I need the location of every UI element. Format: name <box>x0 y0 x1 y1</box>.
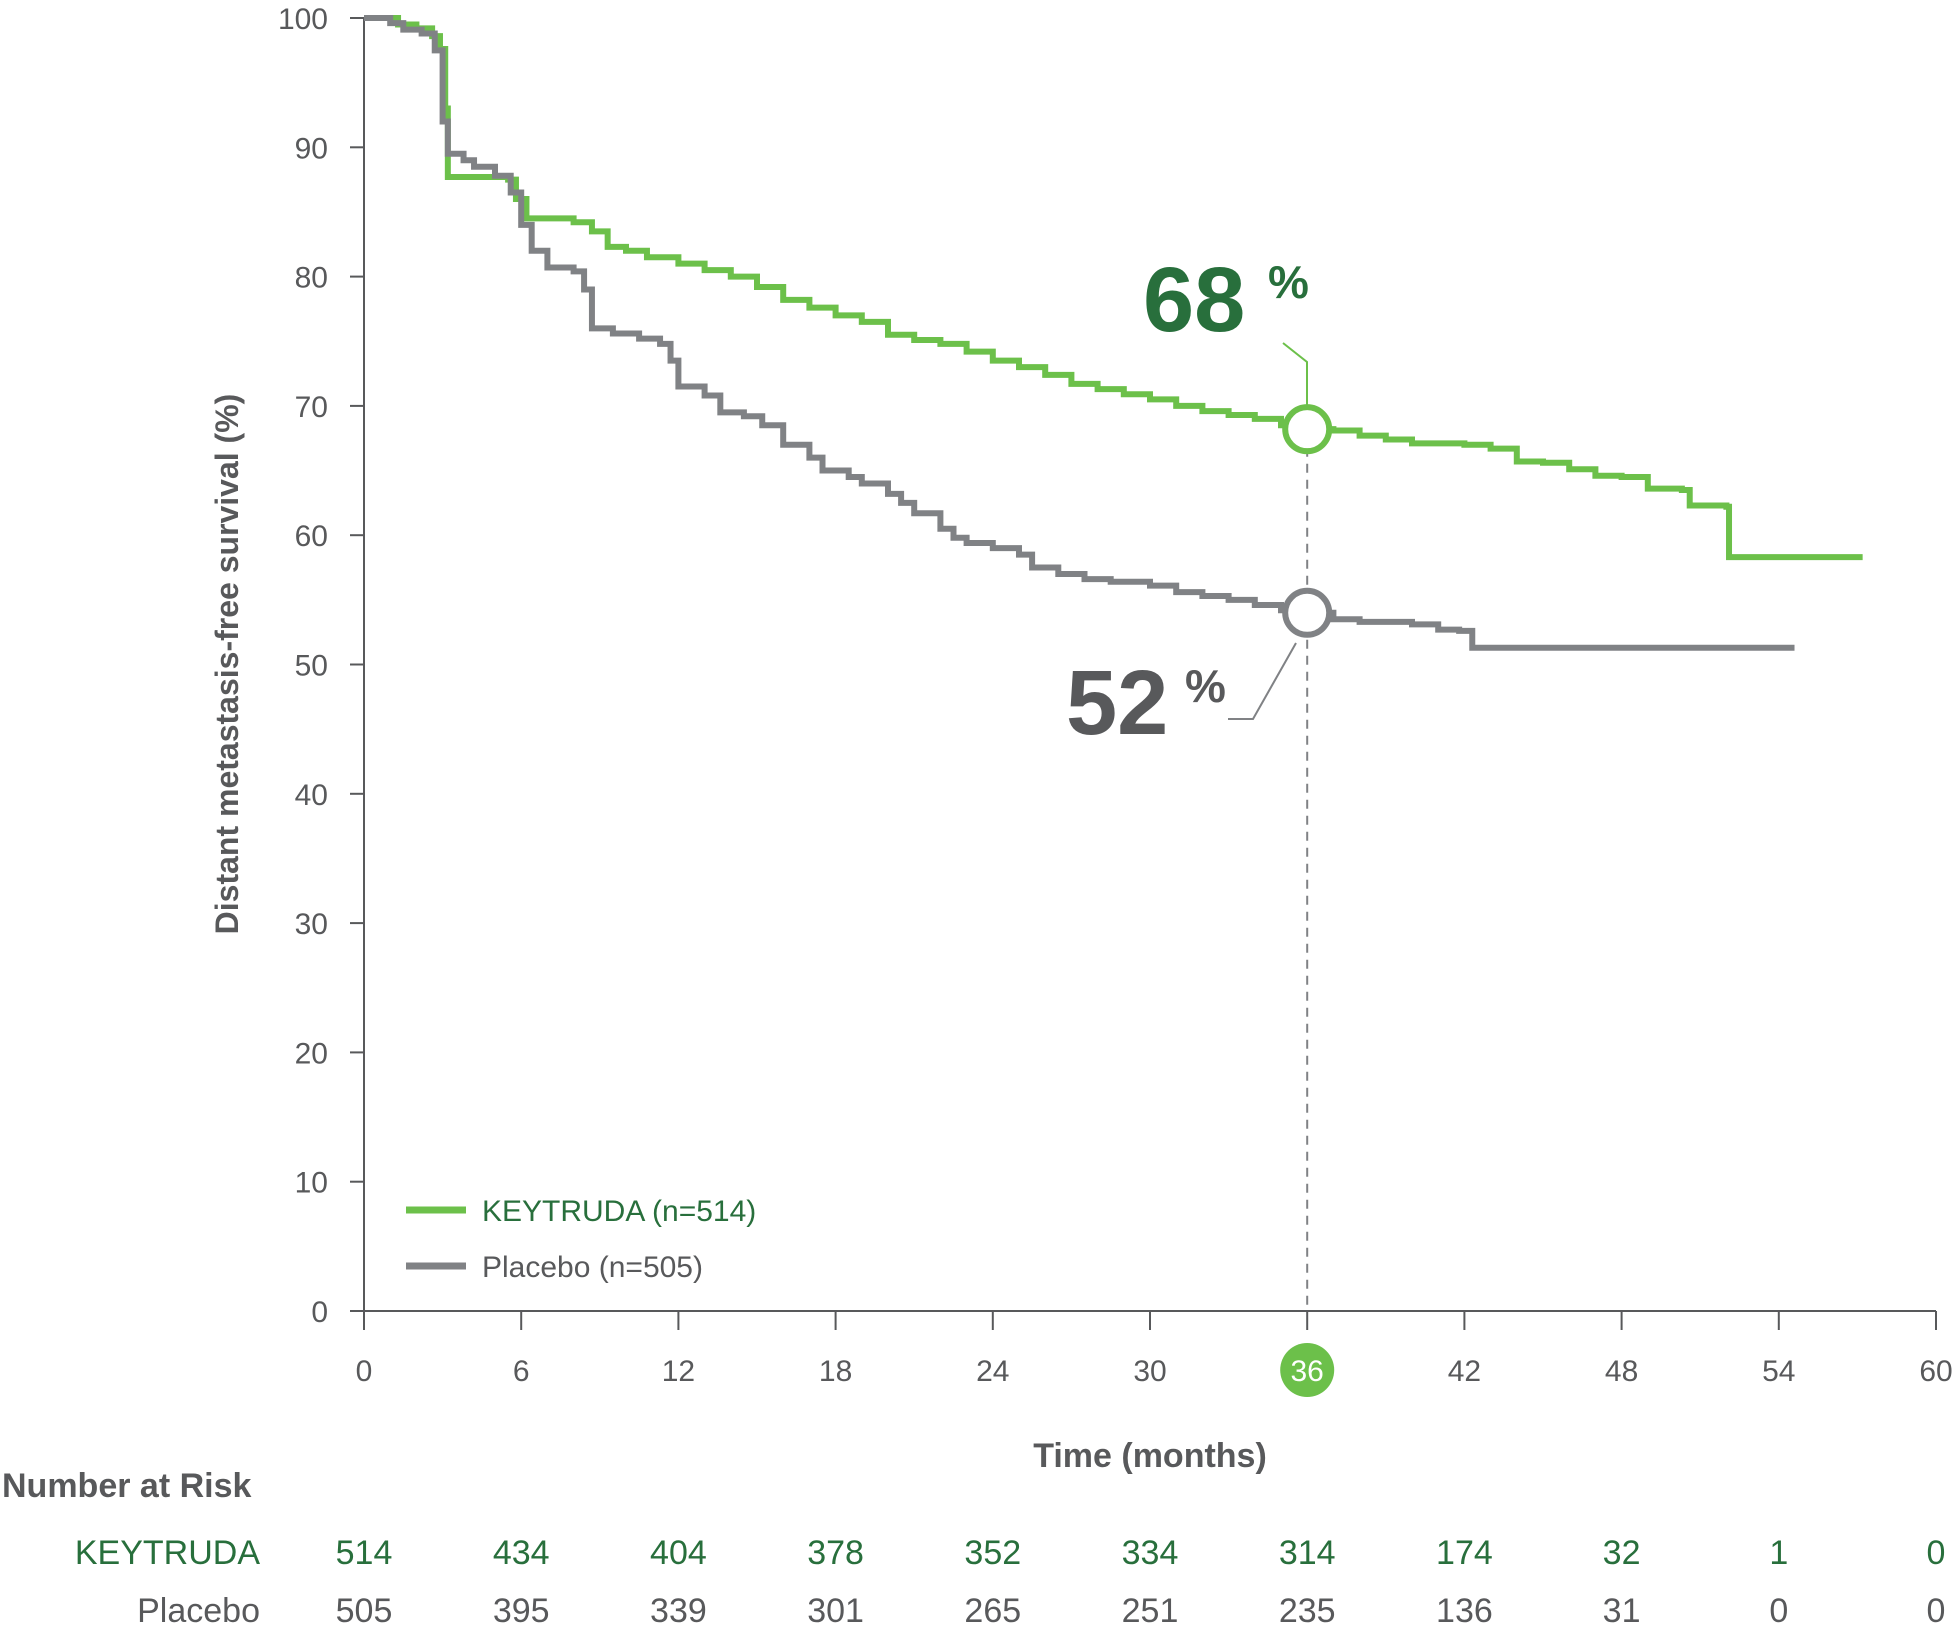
placebo-36mo-marker <box>1282 587 1333 638</box>
y-tick-label: 80 <box>295 262 328 295</box>
y-tick-label: 70 <box>295 391 328 424</box>
risk-cell: 339 <box>650 1592 707 1630</box>
risk-cell: 265 <box>964 1592 1021 1630</box>
y-tick-label: 50 <box>295 650 328 683</box>
y-tick-label: 90 <box>295 132 328 165</box>
risk-cell: 31 <box>1603 1592 1641 1630</box>
x-tick-label: 0 <box>356 1355 373 1388</box>
risk-row-label-placebo: Placebo <box>137 1592 260 1630</box>
keytruda-callout-value: 68 <box>1143 249 1245 351</box>
x-tick-label: 12 <box>662 1355 695 1388</box>
placebo-callout-leader <box>1228 642 1297 720</box>
keytruda-callout-unit: % <box>1268 256 1309 308</box>
x-tick-label: 24 <box>976 1355 1009 1388</box>
x-tick-label: 48 <box>1605 1355 1638 1388</box>
number-at-risk-title: Number at Risk <box>2 1467 251 1505</box>
risk-cell: 174 <box>1436 1534 1493 1572</box>
keytruda-callout-leader <box>1282 342 1308 408</box>
risk-cell: 235 <box>1279 1592 1336 1630</box>
risk-cell: 404 <box>650 1534 707 1572</box>
legend-keytruda-label: KEYTRUDA (n=514) <box>482 1195 756 1228</box>
risk-cell: 395 <box>493 1592 550 1630</box>
x-tick-label: 18 <box>819 1355 852 1388</box>
y-tick-label: 20 <box>295 1037 328 1070</box>
risk-cell: 0 <box>1927 1534 1946 1572</box>
x-axis-title: Time (months) <box>1033 1437 1267 1475</box>
x-tick-label-highlight: 36 <box>1291 1355 1324 1388</box>
x-tick-label: 6 <box>513 1355 530 1388</box>
keytruda-curve <box>364 15 1863 561</box>
risk-cell: 0 <box>1927 1592 1946 1630</box>
risk-cell: 32 <box>1603 1534 1641 1572</box>
legend: KEYTRUDA (n=514) Placebo (n=505) <box>406 1195 756 1284</box>
x-tick-label: 42 <box>1448 1355 1481 1388</box>
x-tick-label: 60 <box>1919 1355 1952 1388</box>
risk-cell: 505 <box>336 1592 393 1630</box>
y-tick-label: 0 <box>311 1296 328 1329</box>
risk-cell: 301 <box>807 1592 864 1630</box>
risk-cell: 334 <box>1122 1534 1179 1572</box>
y-tick-label: 30 <box>295 908 328 941</box>
risk-cell: 1 <box>1769 1534 1788 1572</box>
y-tick-label: 10 <box>295 1167 328 1200</box>
number-at-risk-table: Number at Risk KEYTRUDA Placebo 514 434 40… <box>2 1467 1945 1630</box>
x-tick-label: 30 <box>1133 1355 1166 1388</box>
risk-row-label-keytruda: KEYTRUDA <box>75 1534 260 1572</box>
risk-cell: 251 <box>1122 1592 1179 1630</box>
keytruda-36mo-marker <box>1282 404 1333 455</box>
risk-cell: 434 <box>493 1534 550 1572</box>
placebo-callout-value: 52 <box>1066 652 1168 754</box>
y-axis-title: Distant metastasis-free survival (%) <box>209 394 245 935</box>
risk-cell: 352 <box>964 1534 1021 1572</box>
legend-placebo-label: Placebo (n=505) <box>482 1251 703 1284</box>
y-ticks: 0 10 20 30 40 50 60 70 80 90 100 <box>278 3 364 1329</box>
placebo-curve <box>364 15 1795 651</box>
risk-cell: 0 <box>1769 1592 1788 1630</box>
risk-cell: 136 <box>1436 1592 1493 1630</box>
highlight-tick-badge <box>1280 1343 1335 1397</box>
y-tick-label: 100 <box>278 3 328 36</box>
risk-cell: 378 <box>807 1534 864 1572</box>
risk-cell: 514 <box>336 1534 393 1572</box>
x-tick-label: 54 <box>1762 1355 1795 1388</box>
y-tick-label: 60 <box>295 520 328 553</box>
placebo-callout-unit: % <box>1185 660 1226 712</box>
risk-values: 514 434 404 378 352 334 314 174 32 1 0 505 395 339 301… <box>336 1534 1946 1630</box>
x-ticks: 0 6 12 18 24 30 36 42 48 54 60 <box>356 1311 1952 1397</box>
risk-cell: 314 <box>1279 1534 1336 1572</box>
y-tick-label: 40 <box>295 779 328 812</box>
